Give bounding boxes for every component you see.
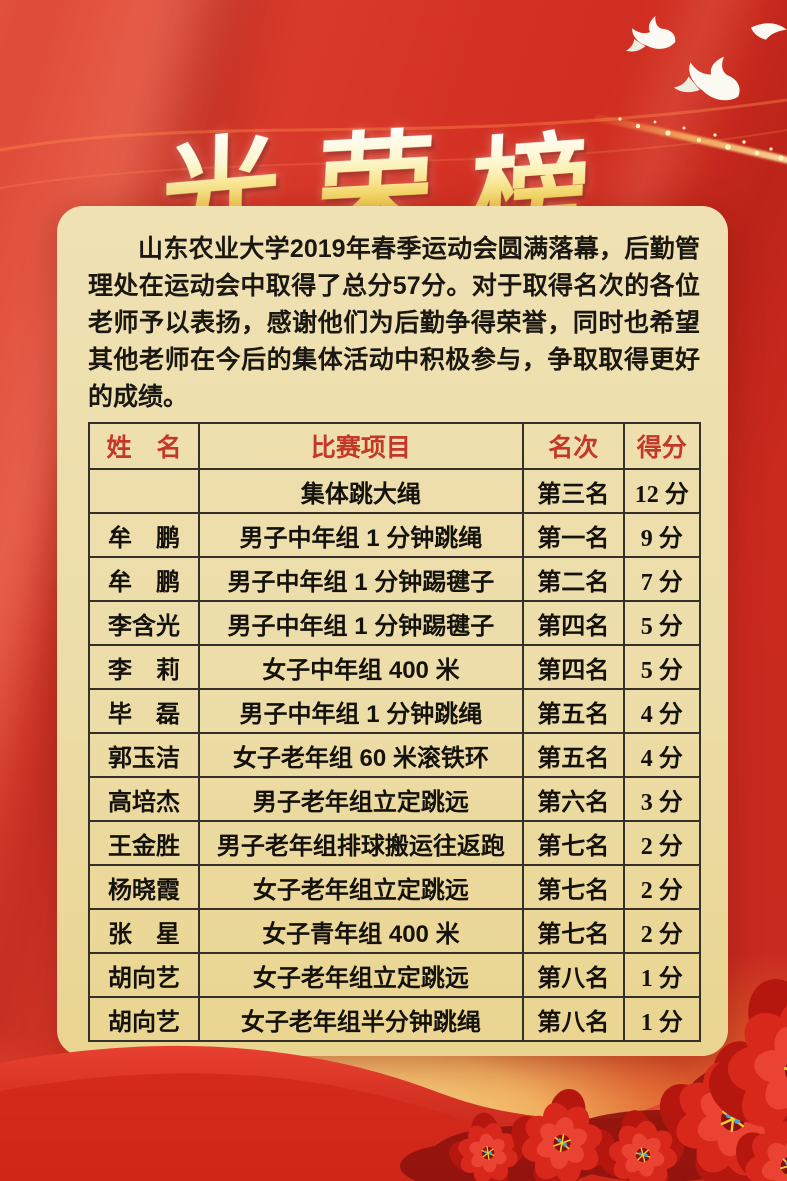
table-row: 张 星 女子青年组 400 米 第七名 2 分 [88, 908, 702, 954]
table-body: 集体跳大绳 第三名 12 分 牟 鹏 男子中年组 1 分钟跳绳 第一名 9 分 … [88, 468, 702, 1042]
cell-score: 1 分 [622, 952, 702, 998]
intro-paragraph: 山东农业大学2019年春季运动会圆满落幕，后勤管理处在运动会中取得了总分57分。… [88, 235, 700, 411]
cell-rank: 第五名 [521, 688, 625, 734]
cell-event: 男子老年组排球搬运往返跑 [197, 820, 524, 866]
dove-wing-icon [751, 23, 787, 40]
cell-score: 7 分 [622, 556, 702, 602]
cell-event: 女子老年组立定跳远 [197, 952, 524, 998]
cell-rank: 第五名 [521, 732, 625, 778]
table-row: 高培杰 男子老年组立定跳远 第六名 3 分 [88, 776, 702, 822]
cell-name: 胡向艺 [88, 952, 200, 998]
table-row: 李含光 男子中年组 1 分钟踢毽子 第四名 5 分 [88, 600, 702, 646]
table-row: 集体跳大绳 第三名 12 分 [88, 468, 702, 514]
cell-rank: 第四名 [521, 600, 625, 646]
table-row: 胡向艺 女子老年组立定跳远 第八名 1 分 [88, 952, 702, 998]
light-swoosh-icon [0, 98, 787, 189]
peony-flowers-icon [400, 942, 787, 1181]
header-cell-rank: 名次 [521, 422, 625, 470]
cell-event: 女子老年组半分钟跳绳 [197, 996, 524, 1042]
cell-name: 王金胜 [88, 820, 200, 866]
cell-event: 男子中年组 1 分钟踢毽子 [197, 600, 524, 646]
cell-name: 郭玉洁 [88, 732, 200, 778]
cell-event: 男子中年组 1 分钟踢毽子 [197, 556, 524, 602]
cell-name: 张 星 [88, 908, 200, 954]
gold-sparkle-trail-icon [594, 114, 787, 164]
cell-event: 女子老年组 60 米滚铁环 [197, 732, 524, 778]
cell-name: 牟 鹏 [88, 556, 200, 602]
cell-score: 12 分 [622, 468, 702, 514]
cell-score: 2 分 [622, 820, 702, 866]
content-panel: 山东农业大学2019年春季运动会圆满落幕，后勤管理处在运动会中取得了总分57分。… [57, 206, 728, 1056]
cell-event: 女子青年组 400 米 [197, 908, 524, 954]
cell-score: 9 分 [622, 512, 702, 558]
cell-name: 牟 鹏 [88, 512, 200, 558]
cell-rank: 第三名 [521, 468, 625, 514]
cell-score: 2 分 [622, 908, 702, 954]
cell-rank: 第八名 [521, 952, 625, 998]
table-row: 牟 鹏 男子中年组 1 分钟跳绳 第一名 9 分 [88, 512, 702, 558]
cell-score: 5 分 [622, 644, 702, 690]
cell-event: 男子中年组 1 分钟跳绳 [197, 512, 524, 558]
cell-score: 5 分 [622, 600, 702, 646]
cell-event: 女子老年组立定跳远 [197, 864, 524, 910]
dove-icon [625, 16, 676, 52]
table-row: 毕 磊 男子中年组 1 分钟跳绳 第五名 4 分 [88, 688, 702, 734]
cell-rank: 第七名 [521, 908, 625, 954]
cell-name: 高培杰 [88, 776, 200, 822]
cell-score: 3 分 [622, 776, 702, 822]
cell-event: 女子中年组 400 米 [197, 644, 524, 690]
cell-name [88, 468, 200, 514]
cell-rank: 第一名 [521, 512, 625, 558]
table-row: 王金胜 男子老年组排球搬运往返跑 第七名 2 分 [88, 820, 702, 866]
header-cell-name: 姓 名 [88, 422, 200, 470]
header-cell-score: 得分 [622, 422, 702, 470]
cell-rank: 第八名 [521, 996, 625, 1042]
cell-event: 男子老年组立定跳远 [197, 776, 524, 822]
table-row: 郭玉洁 女子老年组 60 米滚铁环 第五名 4 分 [88, 732, 702, 778]
cell-name: 毕 磊 [88, 688, 200, 734]
header-cell-event: 比赛项目 [197, 422, 524, 470]
cell-rank: 第二名 [521, 556, 625, 602]
results-table: 姓 名 比赛项目 名次 得分 集体跳大绳 第三名 12 分 [88, 422, 702, 1042]
cell-event: 集体跳大绳 [197, 468, 524, 514]
cell-name: 李含光 [88, 600, 200, 646]
cell-rank: 第四名 [521, 644, 625, 690]
cell-rank: 第六名 [521, 776, 625, 822]
cell-score: 4 分 [622, 732, 702, 778]
table-row: 杨晓霞 女子老年组立定跳远 第七名 2 分 [88, 864, 702, 910]
cell-event: 男子中年组 1 分钟跳绳 [197, 688, 524, 734]
dove-icon [673, 56, 740, 101]
cell-score: 1 分 [622, 996, 702, 1042]
cell-name: 胡向艺 [88, 996, 200, 1042]
cell-rank: 第七名 [521, 820, 625, 866]
cell-score: 4 分 [622, 688, 702, 734]
table-row: 胡向艺 女子老年组半分钟跳绳 第八名 1 分 [88, 996, 702, 1042]
table-header-row: 姓 名 比赛项目 名次 得分 [88, 422, 702, 470]
cell-name: 李 莉 [88, 644, 200, 690]
sky-decoration [0, 16, 787, 189]
cell-name: 杨晓霞 [88, 864, 200, 910]
table-row: 牟 鹏 男子中年组 1 分钟踢毽子 第二名 7 分 [88, 556, 702, 602]
cell-rank: 第七名 [521, 864, 625, 910]
table-row: 李 莉 女子中年组 400 米 第四名 5 分 [88, 644, 702, 690]
cell-score: 2 分 [622, 864, 702, 910]
